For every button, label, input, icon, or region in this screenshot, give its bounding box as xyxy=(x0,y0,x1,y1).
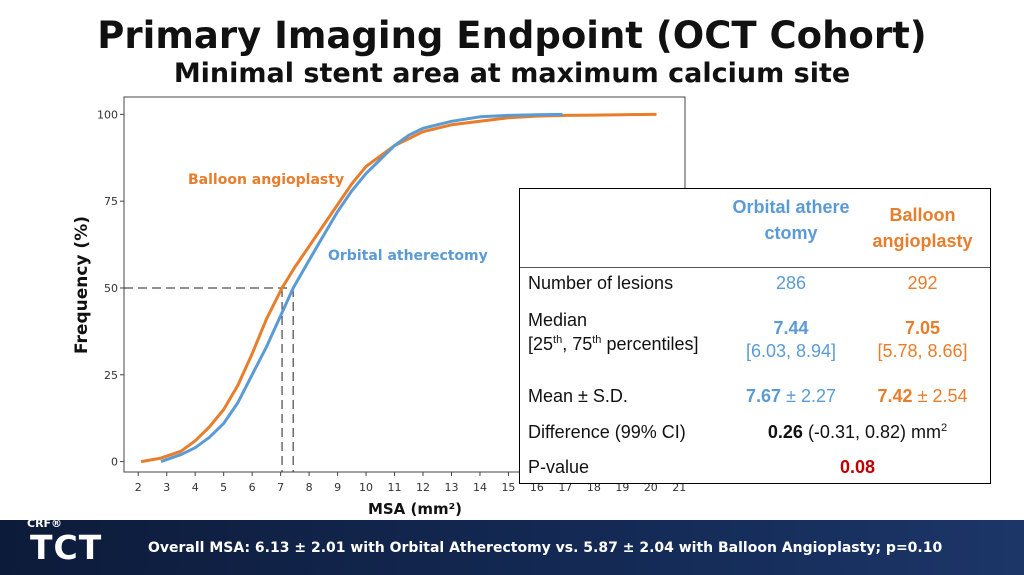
x-tick-label: 13 xyxy=(444,481,458,494)
x-tick-label: 19 xyxy=(615,481,629,494)
y-tick-label: 75 xyxy=(104,195,118,208)
x-tick-label: 21 xyxy=(672,481,686,494)
x-tick-label: 2 xyxy=(135,481,142,494)
x-tick-label: 5 xyxy=(220,481,227,494)
slide-subtitle: Minimal stent area at maximum calcium si… xyxy=(173,58,851,89)
x-axis-label: MSA (mm²) xyxy=(367,500,463,518)
x-tick-label: 20 xyxy=(644,481,658,494)
y-tick-label: 0 xyxy=(111,456,118,469)
x-tick-label: 6 xyxy=(249,481,256,494)
results-table: Orbital atherectomy Balloon angioplasty … xyxy=(519,188,991,484)
y-tick-label: 25 xyxy=(104,369,118,382)
row-difference-label: Difference (99% CI) xyxy=(528,422,686,442)
slide-title: Primary Imaging Endpoint (OCT Cohort) xyxy=(97,14,927,57)
row-lesions-orbital: 286 xyxy=(775,273,807,293)
x-tick-label: 17 xyxy=(558,481,572,494)
row-mean-label: Mean ± S.D. xyxy=(528,386,628,406)
row-lesions-label: Number of lesions xyxy=(528,273,674,293)
x-tick-label: 9 xyxy=(334,481,341,494)
footer-bar: CRF® TCT Overall MSA: 6.13 ± 2.01 with O… xyxy=(0,517,1024,575)
x-tick-label: 11 xyxy=(388,481,402,494)
y-tick-label: 100 xyxy=(97,108,118,121)
x-tick-label: 12 xyxy=(416,481,430,494)
legend-balloon-angioplasty: Balloon angioplasty xyxy=(188,172,345,188)
y-axis-label: Frequency (%) xyxy=(72,216,92,354)
row-pvalue-label: P-value xyxy=(528,457,590,477)
crf-logo: CRF® xyxy=(27,517,63,530)
x-tick-label: 7 xyxy=(277,481,284,494)
x-tick-label: 16 xyxy=(530,481,544,494)
legend-orbital-atherectomy: Orbital atherectomy xyxy=(328,248,488,264)
row-mean-balloon: 7.42 ± 2.54 xyxy=(877,386,968,406)
header-orbital: Orbital atherectomy xyxy=(732,197,850,244)
series-line-orbital xyxy=(160,112,563,464)
row-pvalue-value: 0.08 xyxy=(839,457,876,477)
x-tick-label: 3 xyxy=(163,481,170,494)
row-median-label: Median [25th, 75th percentiles] xyxy=(528,310,699,355)
row-difference-value: 0.26 (-0.31, 0.82) mm2 xyxy=(767,422,948,442)
row-median-balloon: 7.05 [5.78, 8.66] xyxy=(877,318,968,362)
x-tick-label: 14 xyxy=(473,481,487,494)
row-mean-orbital: 7.67 ± 2.27 xyxy=(746,386,836,406)
footer-summary: Overall MSA: 6.13 ± 2.01 with Orbital At… xyxy=(148,540,943,556)
x-tick-label: 4 xyxy=(192,481,199,494)
x-tick-label: 8 xyxy=(306,481,313,494)
x-tick-label: 18 xyxy=(587,481,601,494)
table-header-row: Orbital atherectomy Balloon angioplasty xyxy=(520,189,990,268)
row-median-orbital: 7.44 [6.03, 8.94] xyxy=(745,318,837,362)
x-tick-label: 10 xyxy=(359,481,373,494)
x-tick-label: 15 xyxy=(501,481,515,494)
header-balloon: Balloon angioplasty xyxy=(872,205,973,252)
y-tick-label: 50 xyxy=(104,282,118,295)
row-lesions-balloon: 292 xyxy=(907,273,938,293)
tct-logo: TCT xyxy=(30,528,103,567)
